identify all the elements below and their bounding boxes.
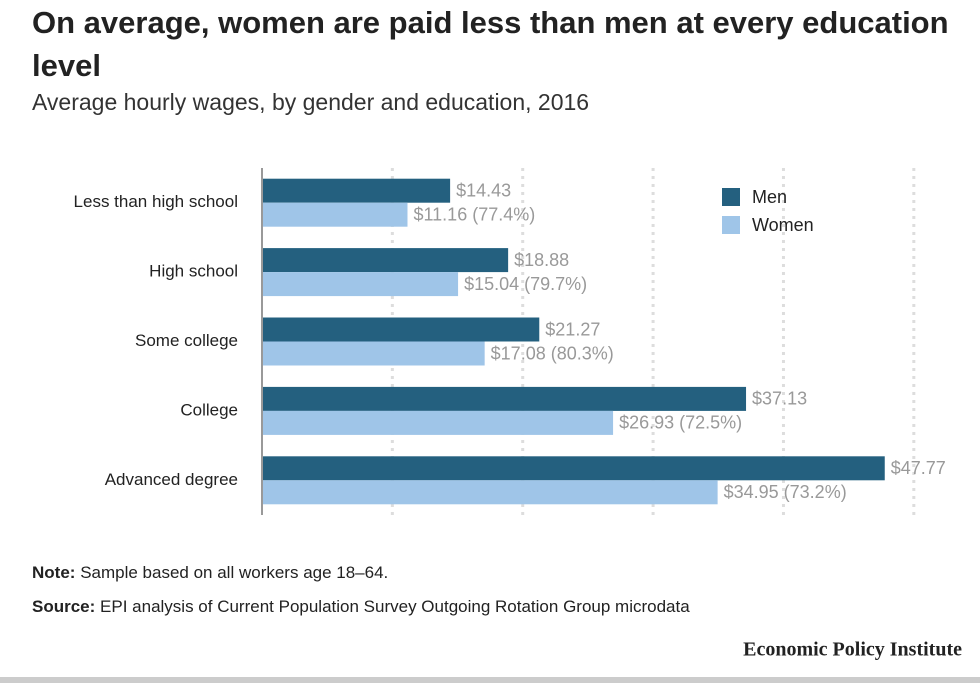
bar: [262, 480, 718, 505]
bar: [262, 248, 509, 273]
legend-swatch: [722, 216, 740, 234]
note-label: Note:: [32, 563, 75, 582]
value-label: $26.93 (72.5%): [619, 413, 742, 433]
bar: [262, 386, 747, 411]
value-label: $37.13: [752, 389, 807, 409]
bar: [262, 178, 451, 203]
bar: [262, 272, 459, 297]
value-label: $11.16 (77.4%): [413, 204, 535, 224]
y-tick-label: Less than high school: [74, 192, 238, 211]
value-label: $21.27: [545, 319, 600, 339]
bar: [262, 341, 485, 366]
y-tick-label: Some college: [135, 331, 238, 350]
chart-title: On average, women are paid less than men…: [32, 5, 949, 83]
value-label: $14.43: [456, 180, 511, 200]
y-tick-label: College: [180, 400, 238, 419]
bar: [262, 317, 540, 342]
note: Note: Sample based on all workers age 18…: [32, 563, 388, 582]
value-label: $18.88: [514, 250, 569, 270]
y-tick-label: High school: [149, 262, 238, 281]
bar: [262, 410, 614, 435]
legend-label: Men: [752, 187, 787, 207]
source-label: Source:: [32, 597, 95, 616]
legend-swatch: [722, 188, 740, 206]
branding: Economic Policy Institute: [743, 639, 962, 661]
note-text: Sample based on all workers age 18–64.: [80, 563, 388, 582]
value-label: $47.77: [891, 458, 946, 478]
title-box: On average, women are paid less than men…: [32, 5, 949, 83]
y-tick-label: Advanced degree: [105, 470, 238, 489]
value-label: $34.95 (73.2%): [724, 482, 847, 502]
legend-label: Women: [752, 215, 814, 235]
source: Source: EPI analysis of Current Populati…: [32, 597, 690, 616]
chart-subtitle: Average hourly wages, by gender and educ…: [32, 89, 589, 115]
bottom-bar: [0, 677, 980, 683]
value-label: $15.04 (79.7%): [464, 274, 587, 294]
bar: [262, 456, 885, 481]
bar: [262, 202, 408, 227]
source-text: EPI analysis of Current Population Surve…: [100, 597, 690, 616]
value-label: $17.08 (80.3%): [491, 343, 614, 363]
